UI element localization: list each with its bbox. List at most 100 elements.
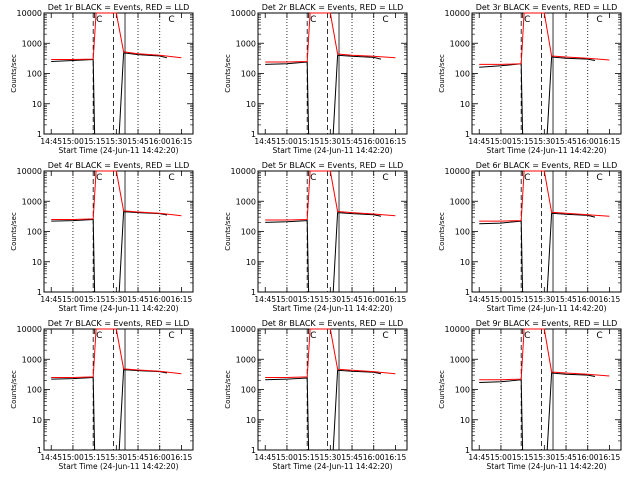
series-line-events	[265, 369, 382, 451]
x-axis-label: Start Time (24-Jun-11 14:42:20)	[59, 146, 179, 155]
x-tick-label: 15:00	[490, 453, 512, 462]
x-tick-label: 15:15	[512, 453, 534, 462]
marker-label: C	[96, 173, 102, 183]
plot-frame	[257, 12, 408, 135]
series-line-events	[479, 212, 596, 293]
series-line-events	[51, 52, 168, 135]
y-tick-label: 100	[455, 386, 470, 395]
y-tick-label: 10	[246, 100, 256, 109]
marker-label: C	[168, 173, 174, 183]
x-tick-label: 16:15	[599, 453, 621, 462]
series-line-lld	[265, 170, 396, 221]
x-tick-label: 15:00	[276, 295, 298, 304]
y-tick-label: 100	[241, 228, 256, 237]
plot-frame	[257, 170, 408, 293]
y-tick-label: 10000	[17, 167, 42, 176]
y-tick-label: 100	[455, 70, 470, 79]
y-axis-label: Counts/sec	[224, 54, 232, 93]
x-tick-label: 15:45	[555, 453, 577, 462]
y-tick-label: 1000	[22, 355, 42, 364]
chart-title: Det 9r BLACK = Events, RED = LLD	[476, 319, 618, 328]
y-tick-label: 100	[27, 70, 42, 79]
marker-label: C	[524, 331, 530, 341]
x-tick-label: 15:45	[555, 137, 577, 146]
x-tick-label: 15:30	[534, 137, 556, 146]
x-tick-label: 16:00	[577, 453, 599, 462]
y-tick-label: 100	[27, 386, 42, 395]
marker-label: C	[596, 15, 602, 25]
x-axis-label: Start Time (24-Jun-11 14:42:20)	[487, 462, 607, 471]
x-tick-label: 16:00	[149, 295, 171, 304]
marker-label: C	[382, 15, 388, 25]
y-tick-label: 10	[32, 416, 42, 425]
series-line-events	[479, 56, 596, 135]
y-axis-label: Counts/sec	[438, 370, 446, 409]
x-tick-label: 14:45	[468, 295, 490, 304]
x-tick-label: 15:00	[276, 137, 298, 146]
y-tick-label: 10000	[231, 9, 256, 18]
x-tick-label: 15:00	[62, 295, 84, 304]
chart-title: Det 1r BLACK = Events, RED = LLD	[48, 3, 190, 12]
plot-frame	[471, 328, 622, 451]
y-tick-label: 10000	[445, 167, 470, 176]
chart-panel: 1 10 100 1000 10000 14:45 15:00 15:15 15:30 15:45…	[10, 3, 194, 155]
y-tick-label: 1000	[236, 197, 256, 206]
y-tick-label: 1000	[450, 39, 470, 48]
x-tick-label: 14:45	[254, 295, 276, 304]
series-line-lld	[479, 170, 610, 222]
marker-label: C	[596, 331, 602, 341]
x-tick-label: 15:15	[84, 453, 106, 462]
y-tick-label: 10000	[231, 325, 256, 334]
y-tick-label: 10	[246, 258, 256, 267]
x-tick-label: 15:15	[298, 453, 320, 462]
chart-panel: 1 10 100 1000 10000 14:45 15:00 15:15 15:30 15:45…	[224, 161, 408, 313]
x-tick-label: 15:15	[298, 295, 320, 304]
x-axis-label: Start Time (24-Jun-11 14:42:20)	[487, 304, 607, 313]
y-tick-label: 100	[455, 228, 470, 237]
y-tick-label: 10000	[231, 167, 256, 176]
x-tick-label: 15:00	[276, 453, 298, 462]
x-tick-label: 16:00	[577, 137, 599, 146]
y-axis-label: Counts/sec	[438, 212, 446, 251]
plot-frame	[43, 12, 194, 135]
x-tick-label: 15:30	[106, 453, 128, 462]
x-tick-label: 15:30	[534, 295, 556, 304]
marker-label: C	[96, 331, 102, 341]
x-tick-label: 16:15	[599, 137, 621, 146]
x-tick-label: 15:00	[62, 453, 84, 462]
series-line-lld	[51, 328, 182, 378]
x-tick-label: 15:45	[127, 137, 149, 146]
x-tick-label: 15:15	[84, 295, 106, 304]
chart-panel: 1 10 100 1000 10000 14:45 15:00 15:15 15:30 15:45…	[10, 319, 194, 471]
plot-frame	[43, 328, 194, 451]
y-tick-label: 1000	[450, 355, 470, 364]
x-tick-label: 15:45	[127, 295, 149, 304]
y-tick-label: 10000	[17, 325, 42, 334]
y-tick-label: 1	[251, 130, 256, 139]
series-line-lld	[51, 170, 182, 220]
x-tick-label: 16:00	[149, 137, 171, 146]
x-tick-label: 15:15	[84, 137, 106, 146]
x-tick-label: 15:15	[512, 295, 534, 304]
marker-label: C	[168, 331, 174, 341]
y-tick-label: 10	[246, 416, 256, 425]
y-axis-label: Counts/sec	[10, 212, 18, 251]
marker-label: C	[310, 15, 316, 25]
y-tick-label: 10000	[445, 325, 470, 334]
chart-panel: 1 10 100 1000 10000 14:45 15:00 15:15 15:30 15:45…	[10, 161, 194, 313]
series-line-lld	[265, 328, 396, 378]
x-tick-label: 16:00	[577, 295, 599, 304]
y-tick-label: 1	[37, 130, 42, 139]
x-tick-label: 15:30	[106, 137, 128, 146]
chart-title: Det 3r BLACK = Events, RED = LLD	[476, 3, 618, 12]
x-tick-label: 15:30	[320, 453, 342, 462]
x-tick-label: 16:00	[363, 453, 385, 462]
y-tick-label: 100	[241, 386, 256, 395]
y-axis-label: Counts/sec	[438, 54, 446, 93]
x-tick-label: 14:45	[254, 137, 276, 146]
y-tick-label: 1	[251, 288, 256, 297]
x-axis-label: Start Time (24-Jun-11 14:42:20)	[487, 146, 607, 155]
x-tick-label: 15:30	[106, 295, 128, 304]
y-tick-label: 100	[27, 228, 42, 237]
x-tick-label: 15:45	[127, 453, 149, 462]
